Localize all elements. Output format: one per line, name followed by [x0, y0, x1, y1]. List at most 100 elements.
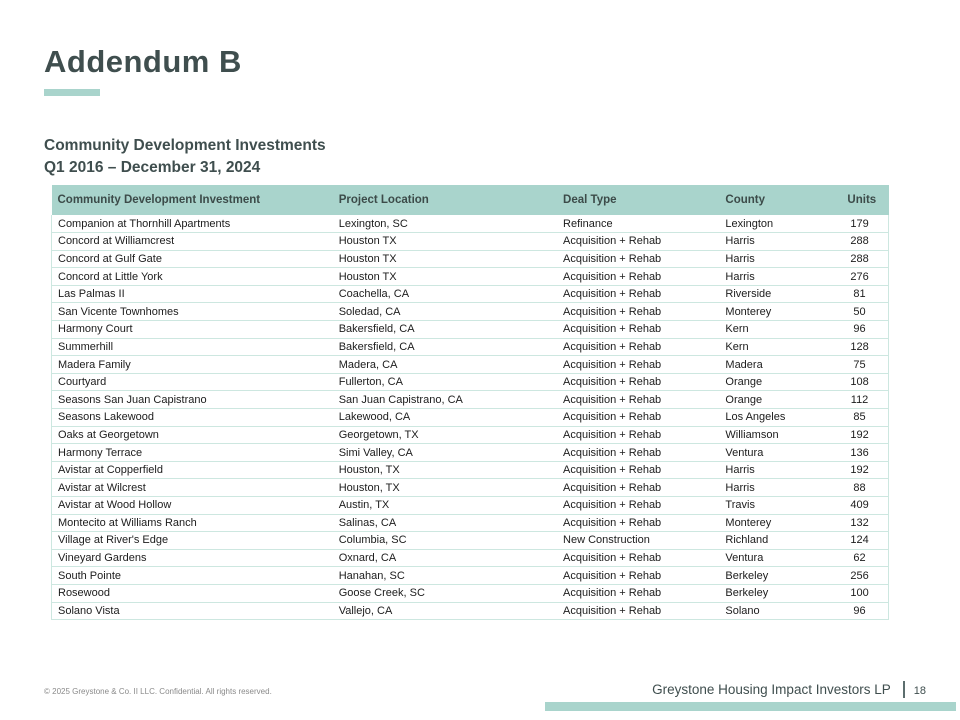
cell-units: 409 — [839, 496, 890, 515]
cell-deal-type: Acquisition + Rehab — [557, 584, 720, 603]
cell-deal-type: Acquisition + Rehab — [557, 566, 720, 585]
table-row: South Pointe Hanahan, SC Acquisition + Reh… — [50, 566, 890, 585]
column-header-investment: Community Development Investment — [51, 185, 333, 215]
cell-project-location: Soledad, CA — [332, 302, 558, 322]
cell-investment: Avistar at Wood Hollow — [50, 496, 333, 515]
cell-deal-type: Acquisition + Rehab — [557, 426, 720, 445]
table-row: Harmony Terrace Simi Valley, CA Acquisitio… — [50, 443, 890, 462]
table-row: Rosewood Goose Creek, SC Acquisition + Reh… — [50, 584, 890, 603]
footer-brand: Greystone Housing Impact Investors LP 18 — [652, 681, 926, 698]
cell-county: Kern — [719, 320, 840, 339]
cell-county: Williamson — [719, 426, 840, 445]
column-header-project-location: Project Location — [332, 185, 558, 215]
cell-county: Solano — [719, 602, 840, 621]
cell-deal-type: Acquisition + Rehab — [557, 602, 720, 621]
section-header: Community Development Investments Q1 201… — [44, 135, 326, 179]
cell-units: 132 — [839, 514, 890, 533]
cell-county: Ventura — [719, 443, 840, 462]
cell-investment: Summerhill — [50, 338, 333, 357]
cell-project-location: Goose Creek, SC — [332, 584, 558, 603]
cell-units: 288 — [839, 250, 890, 269]
cell-county: Kern — [719, 338, 840, 357]
investments-table: Community Development Investment Project… — [50, 185, 890, 621]
cell-units: 136 — [839, 443, 890, 462]
cell-project-location: Georgetown, TX — [332, 426, 558, 445]
cell-units: 100 — [839, 584, 890, 603]
column-header-units: Units — [839, 185, 889, 215]
cell-units: 128 — [839, 338, 890, 357]
cell-project-location: Houston, TX — [332, 461, 558, 480]
cell-investment: Concord at Williamcrest — [50, 232, 333, 251]
table-row: Oaks at Georgetown Georgetown, TX Acquisit… — [50, 426, 890, 445]
cell-deal-type: Acquisition + Rehab — [557, 514, 720, 533]
cell-project-location: Simi Valley, CA — [332, 443, 558, 462]
cell-project-location: Houston TX — [332, 232, 558, 251]
cell-units: 50 — [839, 302, 890, 322]
cell-project-location: Lexington, SC — [332, 215, 558, 234]
cell-investment: Harmony Court — [50, 320, 333, 339]
cell-units: 124 — [839, 531, 890, 550]
cell-units: 96 — [839, 602, 890, 621]
cell-units: 192 — [839, 426, 890, 445]
cell-deal-type: Acquisition + Rehab — [557, 338, 720, 357]
cell-project-location: Oxnard, CA — [332, 549, 558, 568]
table-row: Seasons Lakewood Lakewood, CA Acquisition … — [50, 408, 890, 427]
table-row: Solano Vista Vallejo, CA Acquisition + Reh… — [50, 602, 890, 621]
table-row: Village at River's Edge Columbia, SC New C… — [50, 531, 890, 550]
cell-county: Lexington — [719, 215, 840, 234]
cell-county: Ventura — [719, 549, 840, 568]
cell-investment: Avistar at Copperfield — [50, 461, 333, 480]
title-accent-bar — [44, 89, 100, 96]
cell-units: 256 — [839, 566, 890, 585]
cell-deal-type: New Construction — [557, 531, 720, 550]
cell-investment: Concord at Gulf Gate — [50, 250, 333, 269]
page-title: Addendum B — [44, 44, 242, 79]
cell-project-location: Fullerton, CA — [332, 373, 558, 392]
table-row: Courtyard Fullerton, CA Acquisition + Reha… — [50, 373, 890, 392]
cell-county: Riverside — [719, 285, 840, 304]
cell-county: Orange — [719, 390, 840, 410]
cell-county: Monterey — [719, 302, 840, 322]
cell-county: Madera — [719, 355, 840, 374]
cell-deal-type: Acquisition + Rehab — [557, 355, 720, 374]
cell-county: Monterey — [719, 514, 840, 533]
column-header-deal-type: Deal Type — [557, 185, 720, 215]
table-row: Summerhill Bakersfield, CA Acquisition + R… — [50, 338, 890, 357]
cell-county: Harris — [719, 250, 840, 269]
cell-units: 276 — [839, 267, 890, 286]
cell-deal-type: Acquisition + Rehab — [557, 232, 720, 251]
cell-deal-type: Acquisition + Rehab — [557, 408, 720, 427]
cell-investment: Rosewood — [50, 584, 333, 603]
cell-deal-type: Acquisition + Rehab — [557, 285, 720, 304]
cell-units: 179 — [839, 215, 890, 234]
table-row: Montecito at Williams Ranch Salinas, CA Ac… — [50, 514, 890, 533]
cell-project-location: Salinas, CA — [332, 514, 558, 533]
cell-project-location: Bakersfield, CA — [332, 320, 558, 339]
table-row: Seasons San Juan Capistrano San Juan Capi… — [50, 390, 890, 410]
cell-investment: Solano Vista — [50, 602, 333, 621]
cell-deal-type: Refinance — [557, 215, 720, 234]
cell-investment: Seasons Lakewood — [50, 408, 333, 427]
cell-county: Los Angeles — [719, 408, 840, 427]
cell-county: Travis — [719, 496, 840, 515]
column-header-county: County — [719, 185, 840, 215]
table-row: Avistar at Copperfield Houston, TX Acquisi… — [50, 461, 890, 480]
cell-project-location: Houston TX — [332, 267, 558, 286]
cell-deal-type: Acquisition + Rehab — [557, 267, 720, 286]
cell-investment: Concord at Little York — [50, 267, 333, 286]
cell-units: 192 — [839, 461, 890, 480]
cell-deal-type: Acquisition + Rehab — [557, 390, 720, 410]
cell-project-location: Madera, CA — [332, 355, 558, 374]
cell-deal-type: Acquisition + Rehab — [557, 443, 720, 462]
cell-project-location: Houston TX — [332, 250, 558, 269]
cell-deal-type: Acquisition + Rehab — [557, 549, 720, 568]
cell-deal-type: Acquisition + Rehab — [557, 320, 720, 339]
cell-project-location: Austin, TX — [332, 496, 558, 515]
cell-units: 108 — [839, 373, 890, 392]
cell-county: Berkeley — [719, 584, 840, 603]
cell-deal-type: Acquisition + Rehab — [557, 302, 720, 322]
cell-project-location: Vallejo, CA — [332, 602, 558, 621]
table-row: Concord at Gulf Gate Houston TX Acquisitio… — [50, 250, 890, 269]
cell-county: Orange — [719, 373, 840, 392]
